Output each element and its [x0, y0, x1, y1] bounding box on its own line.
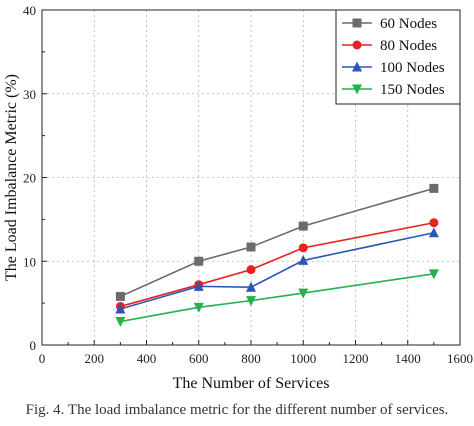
- data-point: [246, 281, 256, 292]
- figure-caption: Fig. 4. The load imbalance metric for th…: [25, 402, 449, 418]
- y-axis-title: The Load Imbalance Metric (%): [3, 74, 20, 281]
- series-line-1: [120, 221, 435, 308]
- data-point: [194, 256, 204, 266]
- data-point: [246, 242, 256, 252]
- tick-labels: 0 200 400 600 800 1000 1200 1400 1600 0 10 20 30 40: [23, 3, 473, 366]
- x-tick-label: 1600: [447, 351, 473, 366]
- y-tick-label: 40: [23, 3, 36, 18]
- legend-label: 80 Nodes: [380, 38, 437, 54]
- legend-swatch-marker: [352, 84, 362, 95]
- data-point: [298, 254, 309, 265]
- data-point: [246, 265, 256, 275]
- data-point: [193, 302, 204, 313]
- x-tick-label: 600: [189, 351, 209, 366]
- data-point: [298, 288, 309, 299]
- legend-label: 150 Nodes: [380, 82, 445, 98]
- y-tick-label: 10: [23, 254, 36, 269]
- x-tick-label: 1200: [343, 351, 369, 366]
- legend-swatch-marker: [352, 61, 362, 72]
- data-point: [115, 291, 125, 301]
- series-markers: [115, 183, 439, 328]
- data-point: [193, 280, 204, 291]
- data-point: [298, 221, 308, 231]
- data-point: [115, 317, 126, 328]
- legend-label: 60 Nodes: [380, 16, 437, 32]
- x-tick-label: 400: [137, 351, 157, 366]
- y-tick-label: 20: [23, 171, 36, 186]
- data-point: [428, 269, 439, 280]
- x-tick-label: 1400: [395, 351, 421, 366]
- y-tick-label: 30: [23, 87, 36, 102]
- legend-label: 100 Nodes: [380, 60, 445, 76]
- data-point: [298, 243, 308, 253]
- legend: 60 Nodes 80 Nodes 100 Nodes 150 Nodes: [335, 9, 461, 105]
- x-tick-label: 1000: [290, 351, 316, 366]
- series-lines: [120, 187, 435, 323]
- legend-swatch-marker: [352, 40, 362, 50]
- data-point: [246, 296, 256, 307]
- legend-swatch-marker: [352, 18, 362, 28]
- x-tick-label: 0: [39, 351, 46, 366]
- y-tick-label: 0: [30, 338, 37, 353]
- x-tick-label: 200: [85, 351, 105, 366]
- data-point: [115, 303, 126, 314]
- x-tick-label: 800: [241, 351, 261, 366]
- data-point: [428, 227, 439, 238]
- data-point: [429, 218, 439, 228]
- series-line-3: [120, 273, 434, 323]
- x-axis-title: The Number of Services: [173, 375, 330, 392]
- axis-ticks: [41, 9, 461, 346]
- data-point: [429, 183, 439, 193]
